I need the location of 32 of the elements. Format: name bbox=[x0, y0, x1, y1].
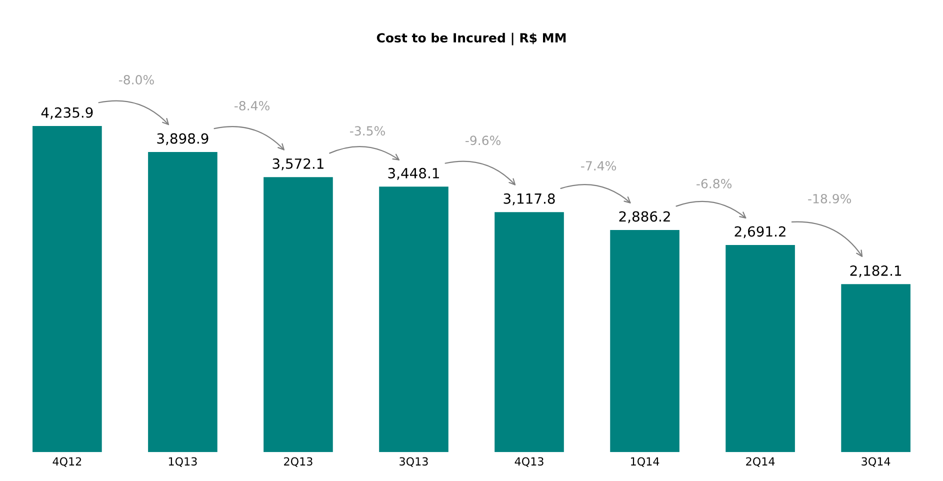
x-tick-label: 1Q13 bbox=[168, 457, 197, 467]
bar bbox=[494, 212, 564, 452]
bar bbox=[610, 230, 680, 452]
data-label: 2,691.2 bbox=[734, 226, 786, 238]
bar bbox=[148, 152, 218, 452]
bar bbox=[841, 284, 910, 452]
x-tick-label: 4Q13 bbox=[514, 457, 544, 467]
x-tick-label: 1Q14 bbox=[631, 457, 660, 467]
x-tick-label: 3Q13 bbox=[400, 457, 428, 467]
annotation: -3.5% bbox=[350, 126, 385, 136]
text: -8.0% bbox=[118, 75, 154, 84]
data-label: 3,898.9 bbox=[157, 133, 208, 146]
bar bbox=[379, 186, 448, 452]
annotation: -6.8% bbox=[696, 178, 732, 188]
data-label: 2,886.2 bbox=[619, 211, 670, 224]
text: -8.4% bbox=[234, 100, 270, 110]
bar bbox=[726, 244, 795, 452]
data-label: 2,182.1 bbox=[850, 265, 902, 278]
data-label: 4,235.9 bbox=[41, 107, 93, 120]
x-tick-label: 4Q12 bbox=[52, 457, 82, 467]
data-label: 3,448.1 bbox=[388, 168, 439, 180]
annotation: -18.9% bbox=[808, 194, 852, 204]
annotation: -7.4% bbox=[581, 161, 616, 171]
x-tick-label: 2Q13 bbox=[284, 457, 312, 467]
x-tick-label: 3Q14 bbox=[862, 457, 890, 467]
chart-title: Cost to be Incured | R$ MM bbox=[376, 32, 566, 46]
bar bbox=[32, 126, 102, 452]
data-label: 3,117.8 bbox=[504, 193, 555, 206]
x-tick-label: 2Q14 bbox=[746, 457, 775, 467]
annotation: -9.6% bbox=[466, 136, 500, 146]
data-label: 3,572.1 bbox=[272, 158, 324, 170]
bar bbox=[264, 177, 333, 452]
